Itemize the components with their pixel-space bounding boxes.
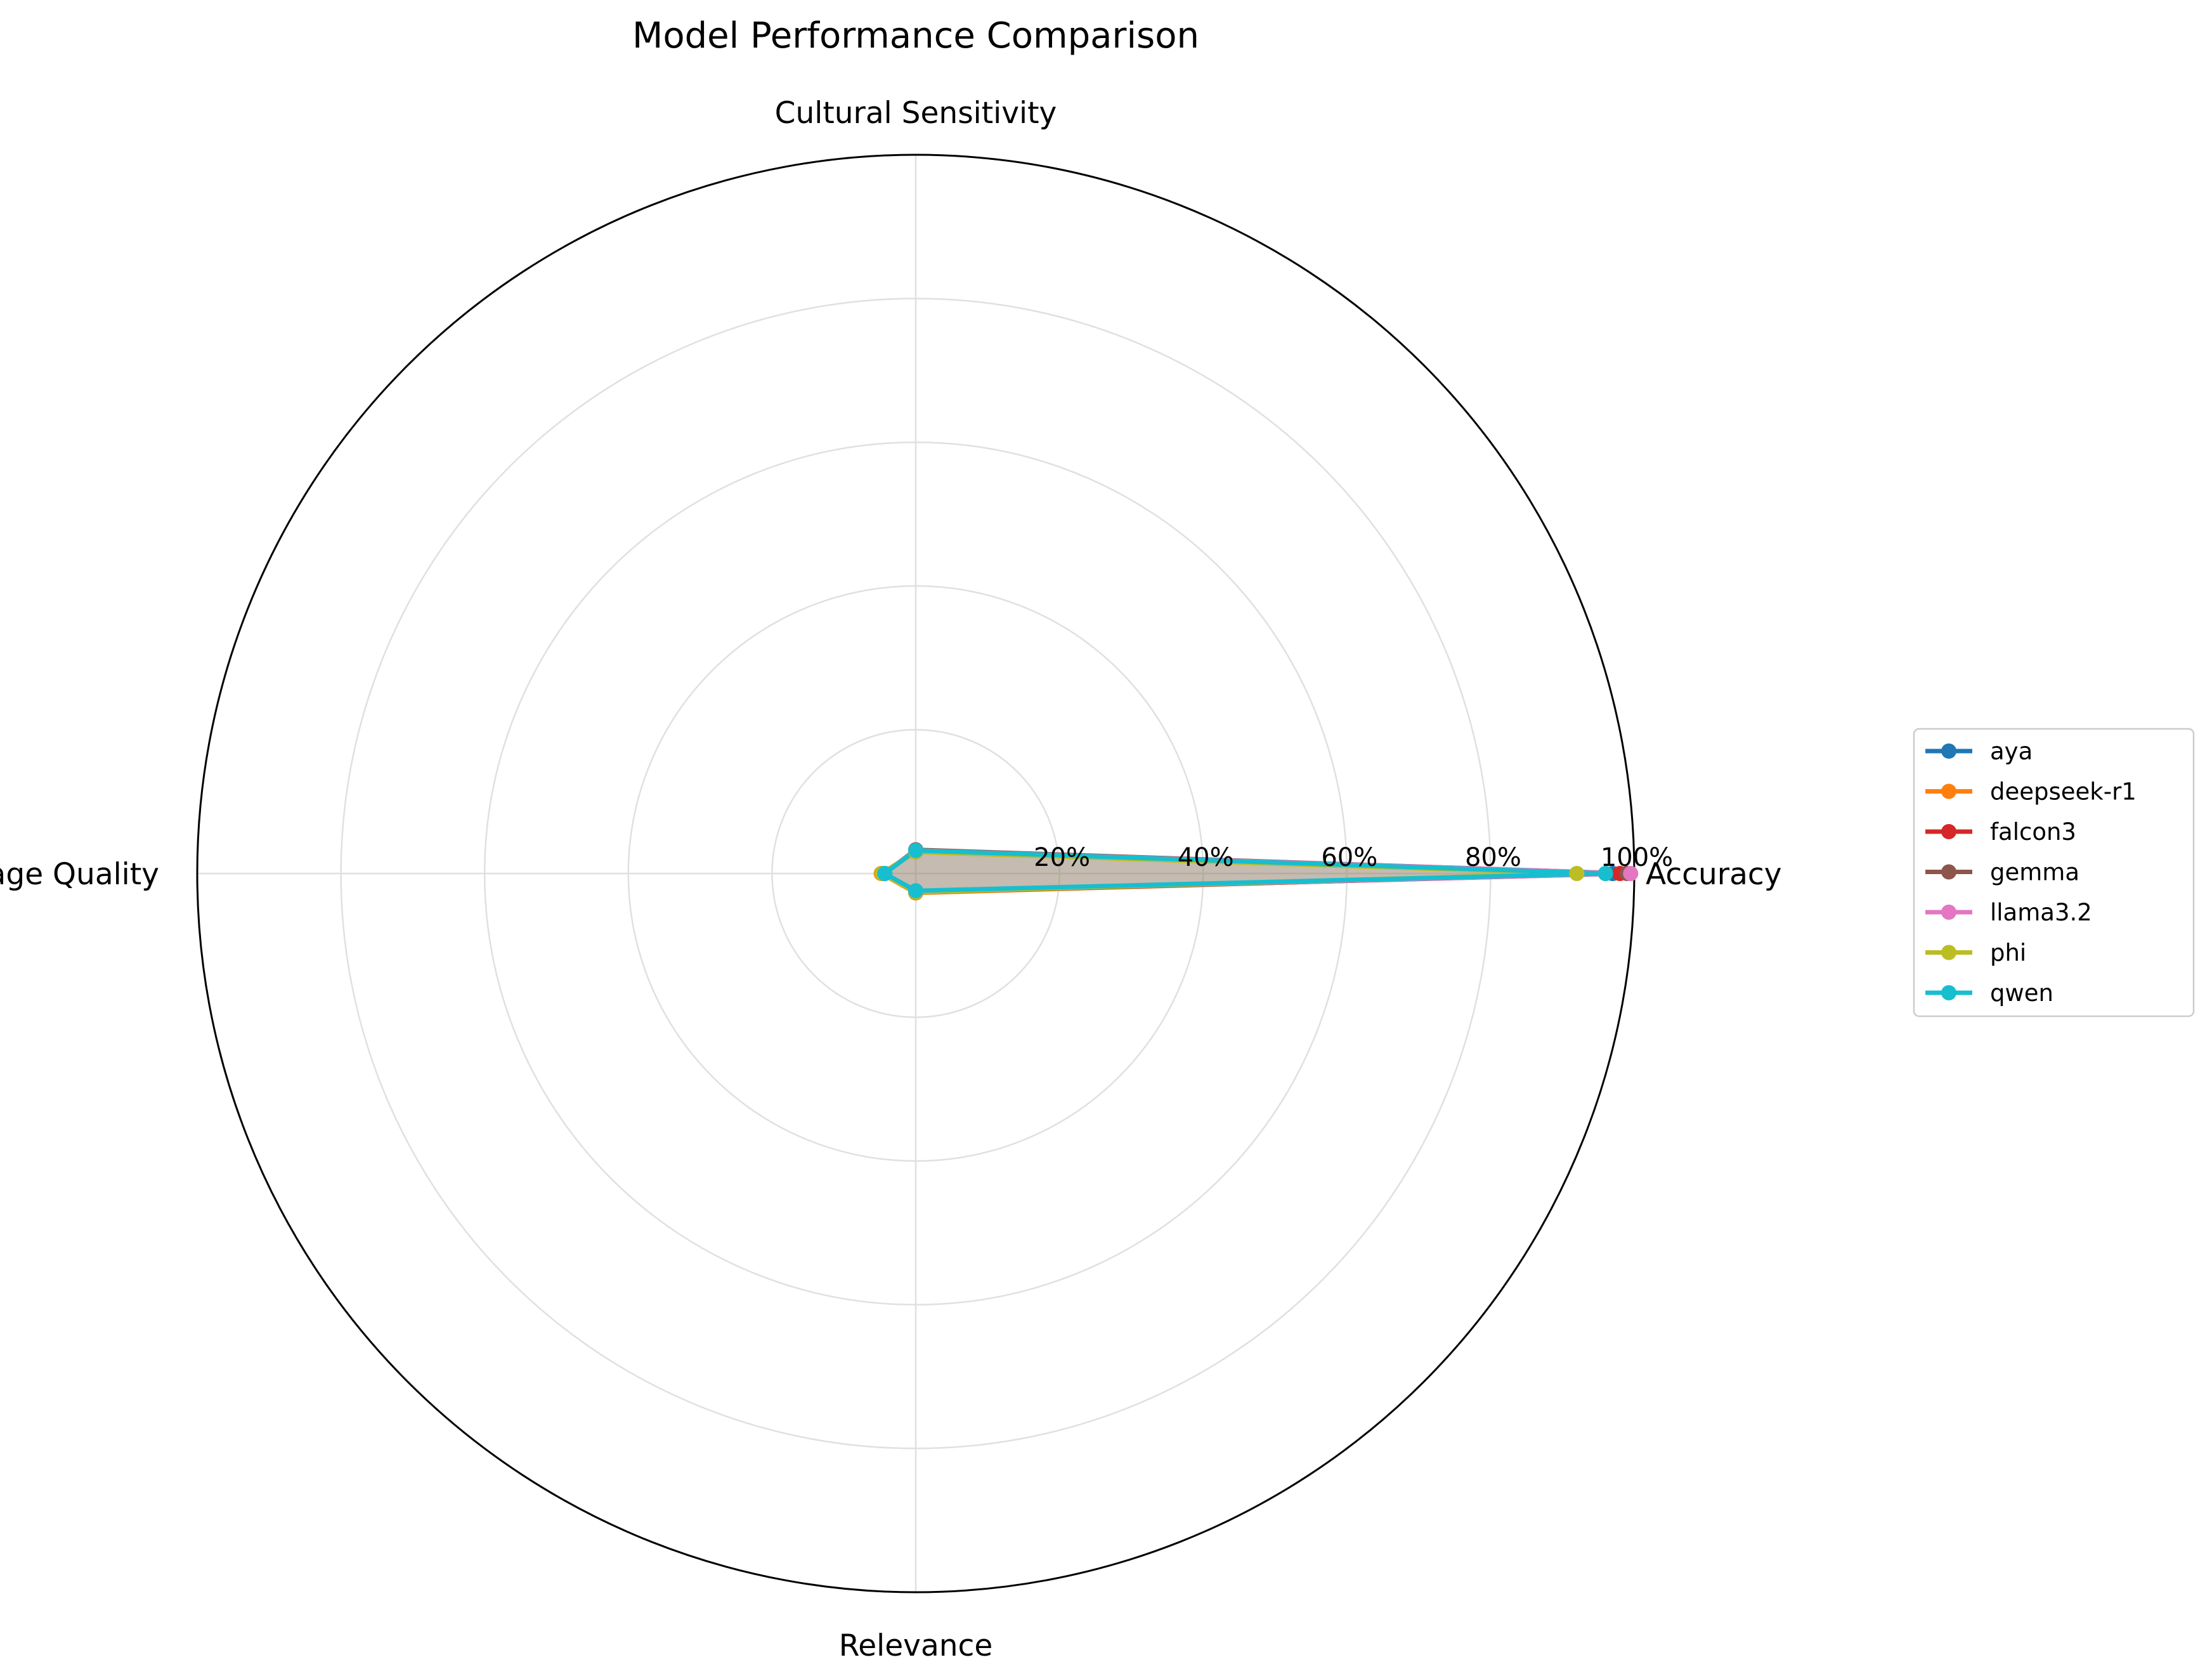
data-point-phi [1569, 866, 1585, 881]
series-fills [881, 849, 1631, 893]
axis-label: Language Quality [0, 857, 159, 892]
series-fill-qwen [885, 850, 1606, 891]
series-fill-falcon3 [882, 851, 1620, 893]
legend-label: gemma [1990, 859, 2079, 886]
legend-label: llama3.2 [1990, 899, 2092, 926]
legend-label: deepseek-r1 [1990, 778, 2137, 806]
legend-marker-aya [1941, 743, 1956, 759]
legend-marker-phi [1941, 945, 1956, 960]
legend-label: qwen [1990, 979, 2053, 1007]
radial-tick-label: 40% [1178, 843, 1234, 872]
data-point-llama3.2 [1623, 866, 1639, 881]
axis-label: Cultural Sensitivity [775, 96, 1057, 131]
series-fill-deepseek-r1 [881, 852, 1606, 893]
series-fill-aya [883, 850, 1613, 892]
radial-tick-label: 100% [1601, 843, 1673, 872]
legend-box [1913, 728, 2195, 1017]
data-point-qwen [908, 842, 923, 858]
axis-labels: 20% 40% 60% 80% 100%Accuracy Cultural Sensiti… [0, 96, 1782, 1662]
data-point-qwen [877, 866, 893, 881]
radial-tick-label: 80% [1465, 843, 1521, 872]
legend: aya deepseek-r1 falcon3 gemma llama3.2 phi qwe… [1913, 728, 2195, 1017]
legend-label: phi [1990, 939, 2026, 967]
series-fill-gemma [884, 849, 1627, 893]
chart-title: Model Performance Comparison [632, 15, 1199, 56]
radial-tick-label: 60% [1321, 843, 1377, 872]
axis-label: Accuracy [1646, 857, 1782, 892]
legend-label: falcon3 [1990, 818, 2076, 846]
series-fill-phi [882, 852, 1577, 893]
data-point-qwen [908, 883, 923, 899]
data-point-qwen [1597, 866, 1613, 881]
legend-marker-falcon3 [1941, 824, 1956, 839]
radial-tick-label: 20% [1034, 843, 1090, 872]
legend-label: aya [1990, 738, 2033, 765]
legend-marker-qwen [1941, 985, 1956, 1000]
series-fill-llama3.2 [883, 850, 1631, 892]
series-markers [873, 842, 1639, 901]
axis-label: Relevance [839, 1628, 993, 1662]
legend-marker-gemma [1941, 864, 1956, 880]
legend-marker-llama3.2 [1941, 905, 1956, 920]
legend-marker-deepseek-r1 [1941, 783, 1956, 799]
